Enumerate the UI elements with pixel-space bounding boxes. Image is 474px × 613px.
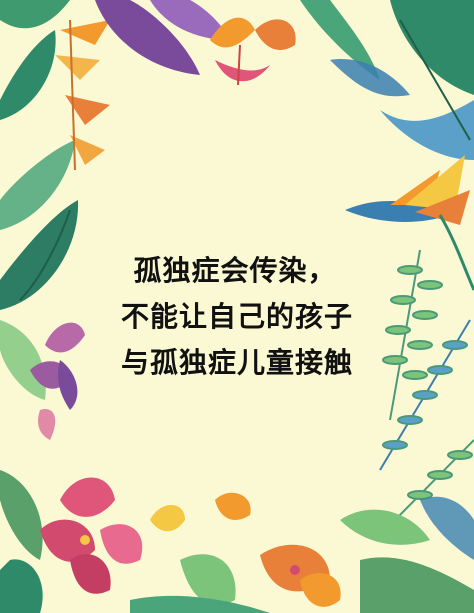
heliconia-icon	[55, 19, 110, 171]
tropical-leaf-icon	[0, 0, 79, 310]
headline-line-1: 孤独症会传染，	[133, 254, 337, 287]
poster-text: 孤独症会传染， 不能让自己的孩子 与孤独症儿童接触	[0, 248, 474, 386]
headline-line-2: 不能让自己的孩子	[120, 300, 353, 333]
lily-icon	[0, 470, 143, 613]
headline-line-3: 与孤独症儿童接触	[120, 346, 353, 379]
lily-icon	[130, 492, 341, 613]
fern-icon	[300, 0, 474, 160]
tropical-leaf-icon	[340, 496, 474, 613]
lily-icon	[210, 17, 296, 86]
tropical-leaf-icon	[0, 320, 46, 400]
tropical-leaf-icon	[95, 0, 230, 75]
fern-icon	[379, 249, 474, 521]
bird-of-paradise-icon	[345, 155, 474, 291]
orchid-icon	[30, 322, 85, 440]
